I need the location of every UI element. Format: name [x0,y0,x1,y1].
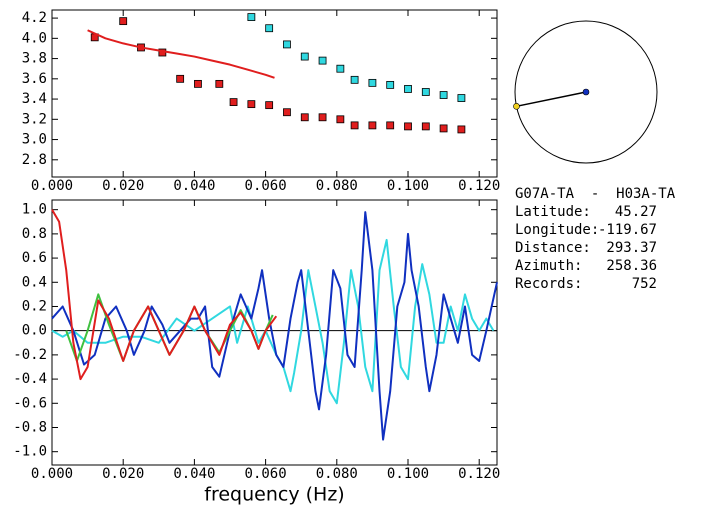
square-marker [265,24,274,33]
square-marker [265,101,274,110]
square-marker [368,121,377,130]
series-line [51,209,278,381]
square-marker [404,122,412,131]
azimuth-line [516,91,587,108]
square-marker [368,78,377,87]
square-marker [318,113,327,122]
x-axis-label: frequency (Hz) [204,484,344,506]
square-marker [119,17,128,26]
square-marker [247,13,256,21]
y-tick-label: 3.0 [22,132,47,148]
info-label: Longitude: [515,222,599,238]
y-tick-label: -0.8 [13,419,47,435]
x-tick-label: 0.080 [316,178,358,194]
square-marker [283,108,291,117]
y-tick-label: 3.8 [22,51,47,67]
y-tick-label: 0.0 [22,323,47,339]
station-dot [513,103,520,110]
x-tick-label: 0.040 [173,178,215,194]
y-tick-label: -1.0 [13,444,47,460]
y-tick-label: -0.4 [13,371,47,387]
y-tick-label: 0.6 [22,250,47,266]
y-tick-label: 0.8 [22,226,47,242]
square-marker [421,88,430,96]
square-marker [194,79,202,88]
x-tick-label: 0.060 [245,466,287,482]
y-tick-label: -0.6 [13,395,47,411]
square-marker [439,91,448,99]
square-marker [215,79,224,88]
x-tick-label: 0.000 [31,466,73,482]
plot-frame [51,199,498,466]
square-marker [336,64,345,73]
square-marker [350,121,359,130]
info-label: Records: [515,276,582,292]
x-tick-label: 0.000 [31,178,73,194]
center-dot [582,88,590,96]
y-tick-label: 0.2 [22,298,47,314]
x-tick-label: 0.020 [102,178,144,194]
x-tick-label: 0.100 [387,466,429,482]
station-pair: G07A-TA - H03A-TA [515,186,676,202]
square-marker [247,100,256,109]
x-tick-label: 0.100 [387,178,429,194]
square-marker [457,125,466,134]
x-tick-label: 0.120 [458,178,500,194]
plot-frame [51,9,498,178]
y-tick-label: 3.4 [22,91,47,107]
y-tick-label: 2.8 [22,152,47,168]
square-marker [457,94,466,102]
y-tick-label: 0.4 [22,274,47,290]
square-marker [318,56,327,65]
square-marker [439,124,448,133]
square-marker [336,115,345,124]
x-tick-label: 0.120 [458,466,500,482]
y-tick-label: 1.0 [22,202,47,218]
square-marker [386,121,395,130]
y-tick-label: 4.0 [22,30,47,46]
square-marker [176,74,185,83]
square-marker [404,85,412,93]
series-line [87,29,275,79]
series-line [51,211,498,441]
info-label: Distance: [515,240,591,256]
info-label: Azimuth: [515,258,582,274]
info-label: Latitude: [515,204,591,220]
info-value: 258.36 [606,258,657,274]
x-tick-label: 0.040 [173,466,215,482]
square-marker [421,122,430,131]
square-marker [283,40,291,49]
y-tick-label: 4.2 [22,10,47,26]
square-marker [350,75,359,84]
info-value: 752 [632,276,657,292]
y-tick-label: 3.6 [22,71,47,87]
info-value: 293.37 [606,240,657,256]
x-tick-label: 0.060 [245,178,287,194]
y-tick-label: 3.2 [22,111,47,127]
x-tick-label: 0.080 [316,466,358,482]
y-tick-label: -0.2 [13,347,47,363]
azimuth-circle [514,20,658,164]
square-marker [229,98,238,107]
square-marker [386,80,395,89]
info-value: -119.67 [598,222,657,238]
info-value: 45.27 [615,204,657,220]
square-marker [300,52,309,61]
square-marker [300,113,309,122]
x-tick-label: 0.020 [102,466,144,482]
